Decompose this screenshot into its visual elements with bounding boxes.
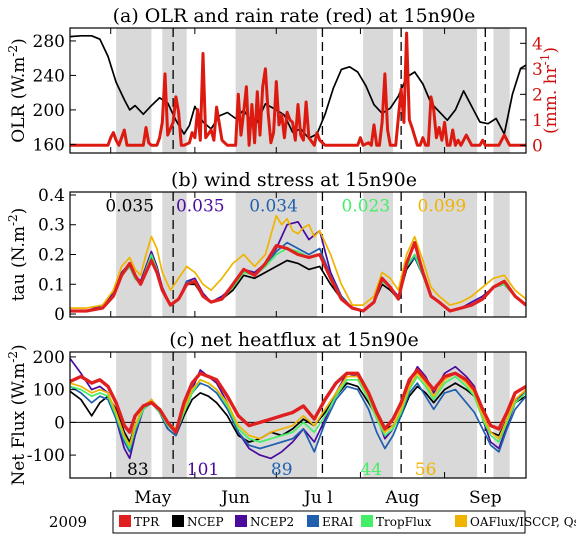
y-tick-label: 240	[33, 66, 65, 86]
y2-tick-label: 2	[532, 85, 543, 105]
stat-annotation: 83	[127, 460, 149, 480]
shaded-period	[493, 28, 510, 153]
legend-label: TPR	[134, 515, 160, 529]
month-label: Jun	[219, 488, 250, 508]
y2-tick-label: 1	[532, 111, 543, 131]
y-tick-label: 0	[54, 413, 65, 433]
y2-tick-label: 0	[532, 136, 543, 156]
legend-swatch	[455, 515, 467, 527]
legend-swatch	[361, 515, 373, 527]
y-tick-label: 200	[33, 101, 65, 121]
stat-annotation: 0.035	[176, 197, 225, 217]
stat-annotation: 89	[271, 460, 293, 480]
y2-tick-label: 4	[532, 34, 543, 54]
year-label: 2009	[49, 513, 87, 531]
series-line-tropflux	[70, 375, 526, 450]
series-line-tpr	[70, 368, 526, 434]
legend-label: NCEP2	[250, 515, 294, 529]
plot-frame	[69, 27, 527, 154]
stat-annotation: 0.023	[342, 197, 391, 217]
month-label: May	[134, 488, 172, 508]
y-axis-label: tau (N.m-2)	[6, 208, 29, 302]
legend-swatch	[172, 515, 184, 527]
shaded-period	[363, 192, 393, 317]
month-label: Sep	[469, 488, 502, 508]
y-tick-label: 0.1	[38, 275, 65, 295]
shaded-period	[493, 192, 510, 317]
legend-label: ERAI	[322, 515, 353, 529]
shaded-period	[422, 352, 478, 478]
stat-annotation: 101	[187, 460, 219, 480]
y2-axis-label: (mm. hr-1)	[538, 47, 561, 134]
month-label: Aug	[384, 488, 419, 508]
series-line-rain-rate	[70, 31, 526, 147]
panel-c-title: (c) net heatflux at 15n90e	[169, 329, 419, 351]
y-tick-label: 0.2	[38, 246, 65, 266]
shaded-period	[422, 28, 478, 153]
legend: TPR NCEP NCEP2 ERAI TropFlux OAFlux/ISCCP, Qs…	[112, 510, 576, 534]
legend-label: OAFlux/ISCCP, Qscat	[470, 515, 576, 529]
legend-swatch	[235, 515, 247, 527]
y-tick-label: 200	[33, 348, 65, 368]
panel-b-wind-stress: 0 0.1 0.2 0.3 0.4 tau (N.m-2) 0.035 0.035 0.034 0…	[6, 186, 527, 325]
y2-tick-label: 3	[532, 60, 543, 80]
y-axis-label: OLR (W.m-2)	[6, 38, 29, 142]
stat-annotation: 44	[360, 460, 382, 480]
series-line-oaflux-isccp-qscat	[70, 214, 526, 309]
month-axis: May Jun Ju l Aug Sep	[134, 488, 501, 508]
y-tick-label: 0.4	[38, 186, 65, 206]
plot-frame	[69, 351, 527, 479]
series-line-tpr	[70, 241, 526, 313]
y-tick-label: 100	[33, 381, 65, 401]
panel-b-title: (b) wind stress at 15n90e	[171, 169, 417, 191]
legend-label: NCEP	[187, 515, 224, 529]
y-tick-label: 280	[33, 32, 65, 52]
y-axis-label: Net Flux (W.m-2)	[6, 344, 29, 485]
month-label: Ju l	[302, 488, 333, 508]
legend-swatch	[307, 515, 319, 527]
legend-swatch	[119, 515, 131, 527]
stat-annotation: 0.034	[249, 197, 298, 217]
y-tick-label: -100	[27, 446, 65, 466]
stat-annotation: 0.099	[418, 197, 467, 217]
shaded-period	[235, 352, 317, 478]
panel-a-title: (a) OLR and rain rate (red) at 15n90e	[113, 5, 476, 27]
y-tick-label: 0.3	[38, 216, 65, 236]
y-tick-label: 160	[33, 135, 65, 155]
stat-annotation: 0.035	[105, 197, 154, 217]
y-tick-label: 0	[54, 305, 65, 325]
stat-annotation: 56	[415, 460, 437, 480]
legend-label: TropFlux	[376, 515, 432, 529]
